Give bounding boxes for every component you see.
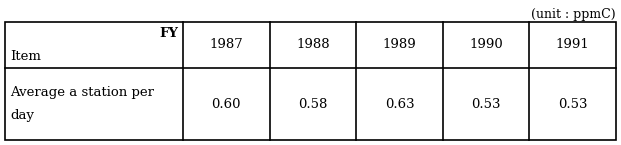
- Text: 1989: 1989: [383, 39, 416, 51]
- Text: Item: Item: [10, 50, 41, 63]
- Text: day: day: [10, 109, 34, 122]
- Text: 0.60: 0.60: [212, 97, 241, 110]
- Text: 1988: 1988: [296, 39, 330, 51]
- Text: 0.63: 0.63: [384, 97, 414, 110]
- Text: 0.58: 0.58: [298, 97, 328, 110]
- Text: 1991: 1991: [556, 39, 589, 51]
- Text: Average a station per: Average a station per: [10, 86, 154, 99]
- Text: 0.53: 0.53: [558, 97, 587, 110]
- Text: 1987: 1987: [209, 39, 243, 51]
- Text: 1990: 1990: [469, 39, 503, 51]
- Bar: [5, 22, 616, 140]
- Text: FY: FY: [159, 27, 178, 40]
- Text: 0.53: 0.53: [471, 97, 501, 110]
- Text: (unit : ppmC): (unit : ppmC): [532, 8, 616, 21]
